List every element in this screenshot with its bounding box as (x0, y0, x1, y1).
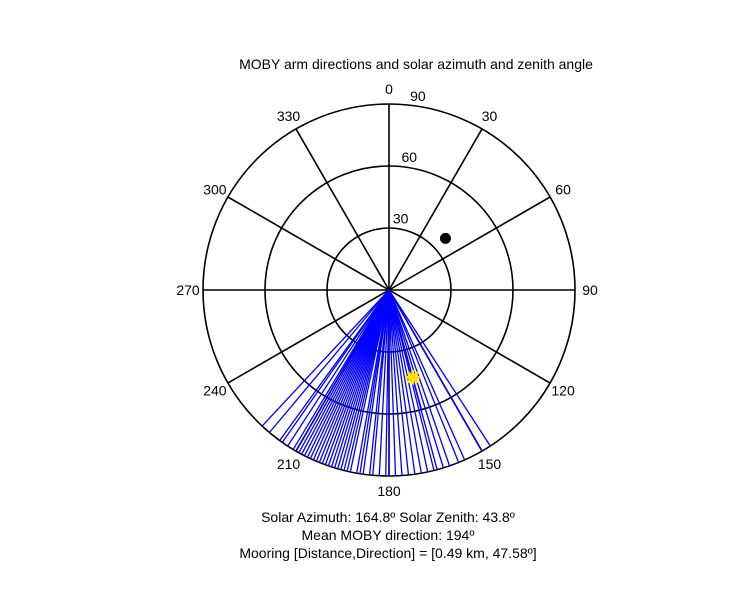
position-markers (405, 232, 451, 385)
sun-marker-ray-3 (406, 371, 419, 384)
arm-line-0 (388, 289, 491, 447)
arm-line-3 (388, 289, 460, 463)
solar-angles-caption: Solar Azimuth: 164.8º Solar Zenith: 43.8… (261, 509, 515, 525)
angle-tick-270: 270 (176, 282, 200, 298)
arm-line-2 (388, 289, 466, 461)
radial-tick-90: 90 (410, 88, 426, 104)
angle-tick-180: 180 (377, 483, 401, 499)
arm-line-12 (388, 289, 403, 476)
arm-line-10 (388, 289, 416, 475)
radial-tick-30: 30 (393, 211, 409, 227)
arm-line-16 (378, 289, 390, 476)
angle-tick-0: 0 (385, 81, 393, 97)
angle-tick-60: 60 (555, 182, 571, 198)
angle-tick-150: 150 (478, 456, 502, 472)
angle-tick-30: 30 (482, 108, 498, 124)
arm-line-44 (279, 289, 390, 441)
mooring-marker (439, 232, 451, 244)
arm-line-11 (388, 289, 410, 476)
radial-tick-60: 60 (401, 149, 417, 165)
angle-tick-120: 120 (551, 383, 575, 399)
arm-line-41 (292, 289, 390, 450)
arm-line-42 (287, 289, 390, 447)
arm-line-45 (268, 289, 390, 433)
arm-line-13 (388, 289, 397, 476)
mean-direction-caption: Mean MOBY direction: 194º (301, 527, 475, 543)
angle-tick-210: 210 (277, 456, 301, 472)
arm-line-9 (388, 289, 422, 474)
angle-tick-labels: 0 30 60 90 120 150 180 210 240 270 300 330 (176, 81, 598, 499)
angle-tick-300: 300 (203, 182, 227, 198)
angle-tick-90: 90 (582, 282, 598, 298)
arm-line-21 (356, 289, 390, 474)
arm-line-18 (368, 289, 390, 476)
arm-line-1 (388, 289, 483, 452)
angle-tick-240: 240 (203, 383, 227, 399)
radial-tick-labels: 30 60 90 (393, 88, 426, 227)
arm-line-46 (261, 289, 390, 427)
mooring-caption: Mooring [Distance,Direction] = [0.49 km,… (239, 545, 537, 561)
arm-line-15 (385, 289, 390, 476)
moby-arm-lines (261, 289, 491, 476)
sun-marker (405, 369, 421, 385)
angle-tick-330: 330 (277, 108, 301, 124)
chart-title: MOBY arm directions and solar azimuth an… (239, 56, 593, 72)
